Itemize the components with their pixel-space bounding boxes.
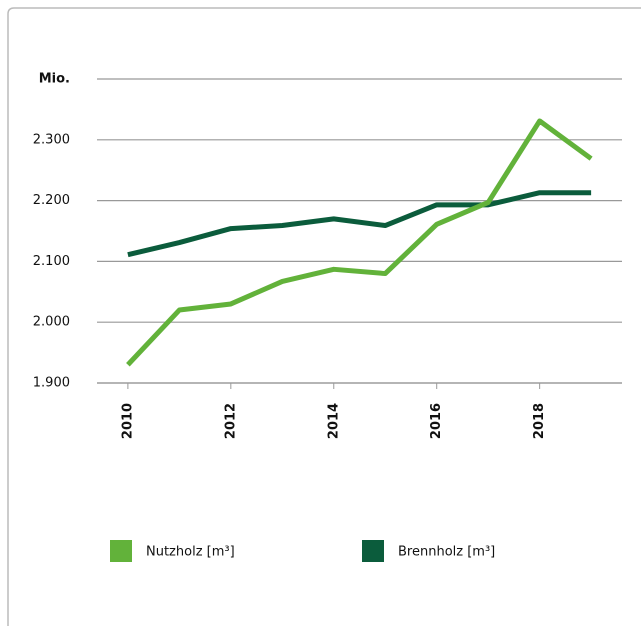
- x-tick-label: 2012: [223, 403, 238, 439]
- x-tick-label: 2014: [326, 403, 341, 439]
- y-tick-label: 2.200: [33, 193, 70, 208]
- legend-label: Brennholz [m³]: [398, 545, 495, 560]
- x-tick-label: 2016: [429, 403, 444, 439]
- legend-swatch: [362, 540, 384, 562]
- y-tick-label: 2.000: [33, 315, 70, 330]
- series-line: [127, 190, 592, 258]
- y-tick-label: 2.100: [33, 254, 70, 269]
- x-tick-label: 2010: [120, 403, 135, 439]
- y-tick-label: Mio.: [39, 72, 70, 87]
- y-tick-label: 2.300: [33, 132, 70, 147]
- series-line: [126, 118, 593, 367]
- y-tick-label: 1.900: [33, 376, 70, 391]
- frame: [7, 7, 641, 626]
- legend-swatch: [110, 540, 132, 562]
- legend-label: Nutzholz [m³]: [146, 545, 235, 560]
- x-tick-label: 2018: [532, 403, 547, 439]
